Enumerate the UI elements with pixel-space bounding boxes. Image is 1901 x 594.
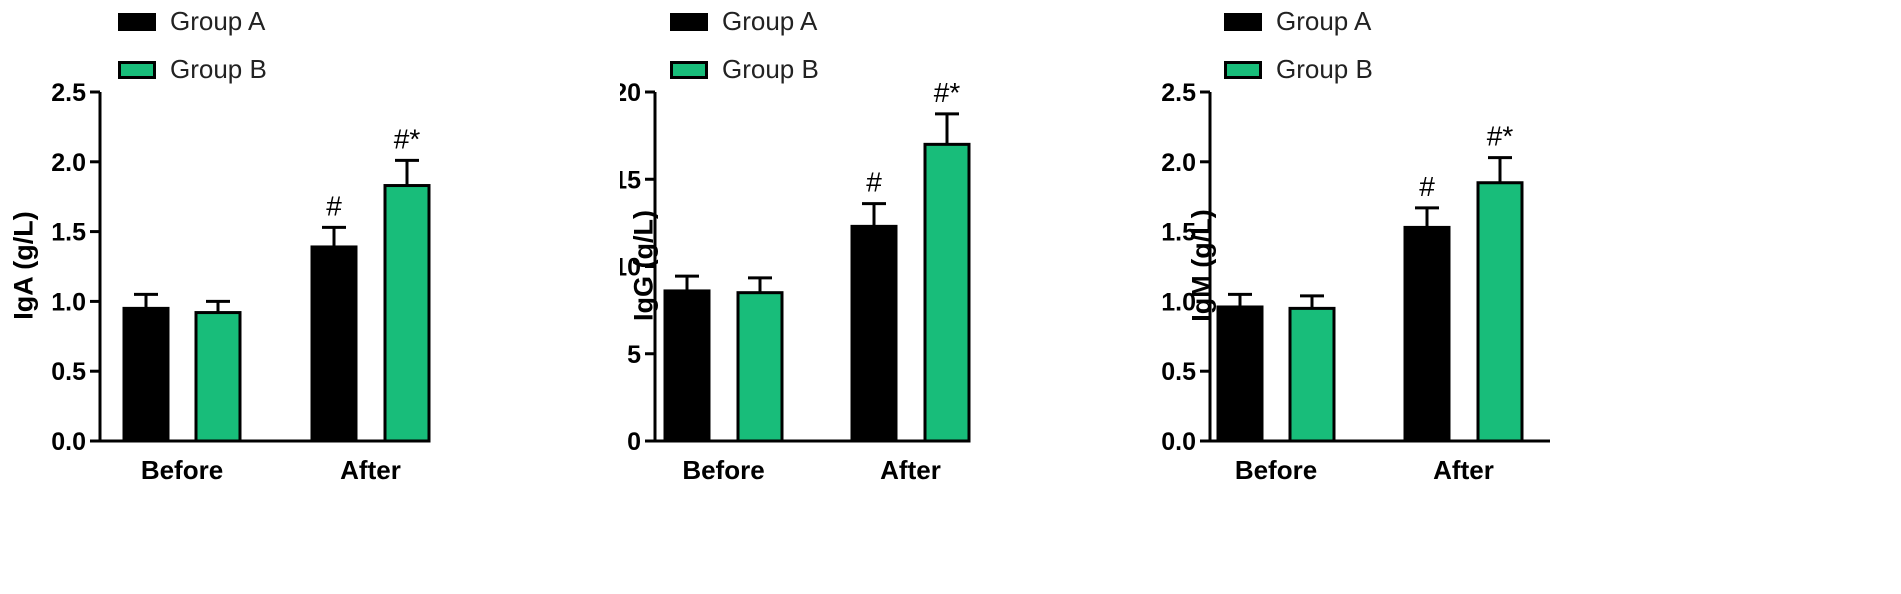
legend-label-group-a: Group A <box>722 6 818 36</box>
legend-item-group-b: Group B <box>1224 54 1373 85</box>
significance-label: #* <box>394 123 421 154</box>
y-tick-label: 1.5 <box>51 219 86 247</box>
y-tick-label: 2.0 <box>1161 149 1196 177</box>
significance-label: #* <box>934 77 961 108</box>
y-axis-label: IgA (g/L) <box>8 211 39 320</box>
significance-label: # <box>326 190 342 221</box>
y-tick-label: 1.0 <box>1161 288 1196 316</box>
legend-swatch-group-b <box>118 60 156 79</box>
bar <box>923 142 971 443</box>
y-tick-label: 0.5 <box>51 358 86 386</box>
significance-label: # <box>866 167 882 198</box>
iga-plot: 0.0 0.5 1.0 1.5 2.0 2.5 Before # #* After <box>51 79 431 485</box>
y-tick-label: 0.0 <box>1161 428 1196 456</box>
y-tick-label: 1.5 <box>1161 219 1196 247</box>
bar <box>1403 225 1451 443</box>
y-tick-label: 15 <box>620 166 641 194</box>
legend-item-group-a: Group A <box>1224 6 1371 37</box>
x-tick-label: Before <box>682 455 764 485</box>
bar <box>850 224 898 443</box>
legend-swatch-group-b <box>670 60 708 79</box>
iga-chart-panel: Group A Group B IgA (g/L) 0.0 0.5 1.0 1.5 2.… <box>0 0 620 594</box>
legend-item-group-a: Group A <box>118 6 265 37</box>
legend-item-group-a: Group A <box>670 6 817 37</box>
y-tick-label: 20 <box>620 79 641 107</box>
x-tick-label: After <box>1433 455 1494 485</box>
legend-swatch-group-a <box>670 12 708 31</box>
x-tick-label: After <box>340 455 401 485</box>
y-axis-label: IgG (g/L) <box>628 210 659 321</box>
legend-item-group-b: Group B <box>118 54 267 85</box>
legend-label-group-a: Group A <box>170 6 266 36</box>
y-tick-label: 2.5 <box>51 79 86 107</box>
bar <box>1288 306 1336 443</box>
legend-swatch-group-a <box>118 12 156 31</box>
y-tick-label: 2.5 <box>1161 79 1196 107</box>
bar <box>310 245 358 443</box>
igm-chart-panel: Group A Group B IgM (g/L) 0.0 0.5 1.0 1.5 2.… <box>1161 0 1901 594</box>
igg-plot: 0 5 10 15 20 Before # #* After <box>620 77 971 485</box>
bar <box>122 306 170 443</box>
bar <box>383 184 431 443</box>
y-tick-label: 0 <box>627 428 641 456</box>
bar <box>736 291 784 443</box>
y-tick-label: 5 <box>627 341 641 369</box>
x-tick-label: Before <box>141 455 223 485</box>
bar <box>1476 181 1524 443</box>
bar <box>663 289 711 443</box>
igm-plot: 0.0 0.5 1.0 1.5 2.0 2.5 Before # #* After <box>1161 79 1550 485</box>
significance-label: # <box>1419 171 1435 202</box>
y-tick-label: 1.0 <box>51 288 86 316</box>
significance-label: #* <box>1487 121 1514 152</box>
legend-label-group-b: Group B <box>170 54 267 84</box>
y-tick-label: 10 <box>620 254 641 282</box>
legend-label-group-b: Group B <box>1276 54 1373 84</box>
legend-label-group-a: Group A <box>1276 6 1372 36</box>
legend-swatch-group-a <box>1224 12 1262 31</box>
legend-swatch-group-b <box>1224 60 1262 79</box>
plot-area: 0 5 10 15 20 Before # #* After <box>620 77 971 485</box>
plot-area: 0.0 0.5 1.0 1.5 2.0 2.5 Before # #* After <box>1161 79 1550 485</box>
y-tick-label: 0.5 <box>1161 358 1196 386</box>
igg-chart-panel: Group A Group B IgG (g/L) 0 5 10 15 20 Before… <box>620 0 1250 594</box>
x-tick-label: Before <box>1235 455 1317 485</box>
bar <box>194 311 242 443</box>
y-tick-label: 0.0 <box>51 428 86 456</box>
y-tick-label: 2.0 <box>51 149 86 177</box>
plot-area: 0.0 0.5 1.0 1.5 2.0 2.5 Before # #* After <box>51 79 431 485</box>
bar <box>1216 305 1264 443</box>
x-tick-label: After <box>880 455 941 485</box>
legend-item-group-b: Group B <box>670 54 819 85</box>
legend-label-group-b: Group B <box>722 54 819 84</box>
y-axis-label: IgM (g/L) <box>1186 209 1217 322</box>
